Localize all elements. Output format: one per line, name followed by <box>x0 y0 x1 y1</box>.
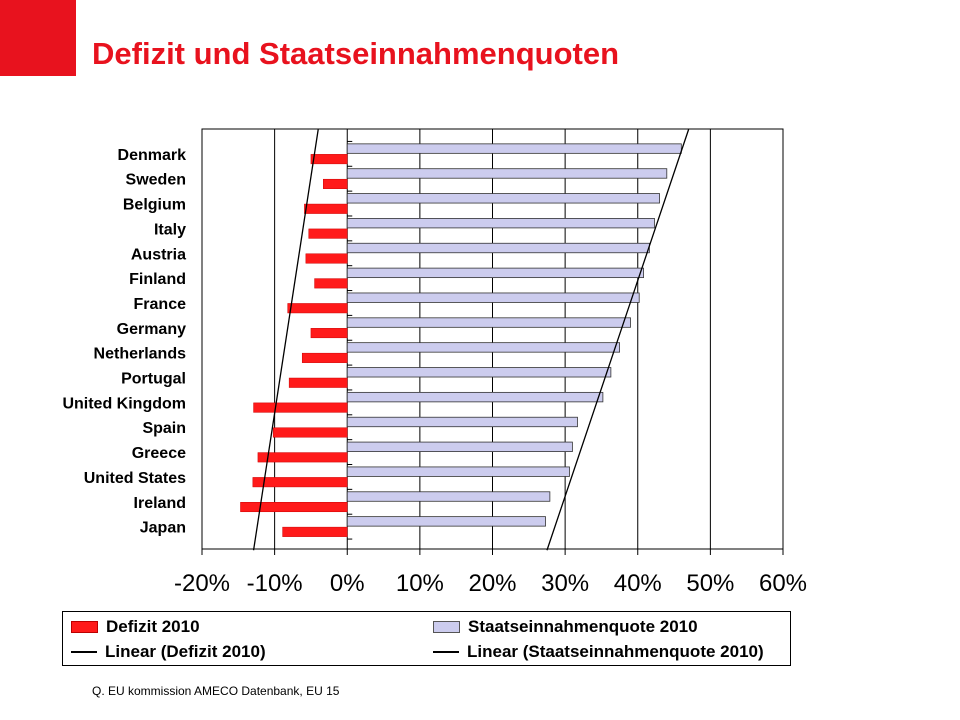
revenue-bar <box>346 491 551 502</box>
deficit-bar <box>287 303 348 314</box>
deficit-bar <box>305 253 348 264</box>
category-label: United Kingdom <box>62 395 186 412</box>
category-label: Netherlands <box>94 346 187 363</box>
x-tick-label: 0% <box>330 570 365 597</box>
deficit-bar <box>310 328 348 339</box>
revenue-bar <box>346 516 546 527</box>
x-tick-label: -20% <box>174 570 230 597</box>
deficit-bar <box>314 278 348 289</box>
x-tick-label: 60% <box>759 570 807 597</box>
deficit-bar <box>257 452 348 463</box>
revenue-bar <box>346 218 655 229</box>
x-tick-label: 10% <box>396 570 444 597</box>
trendline-revenue <box>546 129 690 551</box>
deficit-bar <box>252 477 348 488</box>
accent-square <box>0 0 76 76</box>
legend-label-revenue-trend: Linear (Staatseinnahmenquote 2010) <box>467 642 764 661</box>
category-label: Portugal <box>121 371 186 388</box>
legend-line-deficit-trend <box>71 651 97 653</box>
category-label: Ireland <box>134 495 186 512</box>
slide-title: Defizit und Staatseinnahmenquoten <box>92 36 620 71</box>
category-label: Germany <box>117 321 186 338</box>
revenue-bar <box>346 193 660 204</box>
category-label: France <box>134 296 187 313</box>
deficit-bar <box>323 178 348 189</box>
deficit-bar <box>301 352 348 363</box>
chart-legend: Defizit 2010 Staatseinnahmenquote 2010 L… <box>62 611 791 666</box>
x-tick-label: 50% <box>686 570 734 597</box>
x-tick-label: 20% <box>468 570 516 597</box>
deficit-bar <box>272 427 348 438</box>
category-label: Greece <box>132 445 186 462</box>
category-label: Denmark <box>118 147 187 164</box>
revenue-bar <box>346 292 640 303</box>
legend-item-revenue: Staatseinnahmenquote 2010 <box>433 616 698 638</box>
deficit-bar <box>288 377 348 388</box>
revenue-bar <box>346 441 573 452</box>
category-label: Finland <box>129 271 186 288</box>
category-label: Belgium <box>123 197 186 214</box>
deficit-bar <box>282 526 348 537</box>
legend-swatch-revenue <box>433 621 460 633</box>
revenue-bar <box>346 391 604 403</box>
trendline-deficit <box>252 129 319 551</box>
revenue-bar <box>346 242 650 254</box>
category-label: Austria <box>131 246 186 263</box>
legend-swatch-deficit <box>71 621 98 633</box>
revenue-bar <box>346 143 682 154</box>
legend-item-deficit: Defizit 2010 <box>71 616 200 638</box>
deficit-bar <box>308 228 348 239</box>
revenue-bar <box>346 317 631 328</box>
deficit-bar <box>240 502 348 513</box>
category-label: Spain <box>142 420 186 437</box>
x-tick-label: -10% <box>247 570 303 597</box>
legend-label-revenue: Staatseinnahmenquote 2010 <box>468 617 698 636</box>
x-tick-label: 30% <box>541 570 589 597</box>
revenue-bar <box>346 267 644 279</box>
category-label: Japan <box>140 520 186 537</box>
deficit-bar <box>310 154 348 165</box>
x-tick-label: 40% <box>614 570 662 597</box>
legend-label-deficit: Defizit 2010 <box>106 617 200 636</box>
revenue-bar <box>346 466 570 477</box>
revenue-bar <box>346 367 612 378</box>
revenue-bar <box>346 168 668 179</box>
category-label: United States <box>84 470 186 487</box>
revenue-bar <box>346 416 578 428</box>
deficit-bar <box>253 402 348 413</box>
source-note: Q. EU kommission AMECO Datenbank, EU 15 <box>92 684 340 698</box>
category-label: Italy <box>154 221 186 238</box>
legend-item-deficit-trend: Linear (Defizit 2010) <box>71 641 266 663</box>
category-label: Sweden <box>126 172 186 189</box>
revenue-bar <box>346 342 620 353</box>
deficit-bar <box>304 203 348 214</box>
legend-label-deficit-trend: Linear (Defizit 2010) <box>105 642 266 661</box>
legend-item-revenue-trend: Linear (Staatseinnahmenquote 2010) <box>433 641 764 663</box>
legend-line-revenue-trend <box>433 651 459 653</box>
